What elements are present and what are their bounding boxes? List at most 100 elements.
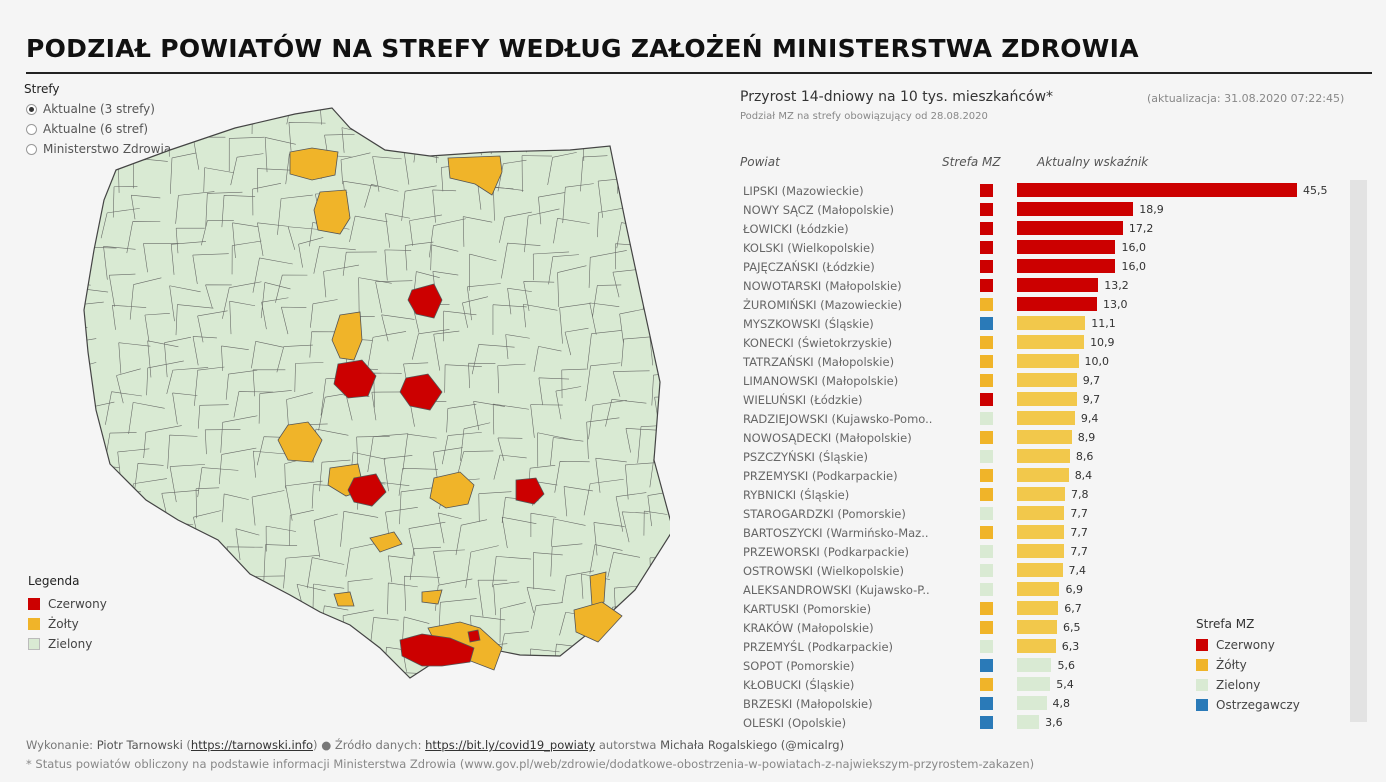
column-header-powiat[interactable]: Powiat — [740, 155, 780, 169]
row-label[interactable]: NOWOSĄDECKI (Małopolskie) — [743, 431, 912, 445]
row-label[interactable]: OLESKI (Opolskie) — [743, 716, 847, 730]
zone-marker[interactable] — [980, 564, 993, 577]
row-label[interactable]: SOPOT (Pomorskie) — [743, 659, 855, 673]
bar[interactable] — [1017, 449, 1070, 463]
bar[interactable] — [1017, 278, 1099, 292]
zone-marker[interactable] — [980, 507, 993, 520]
author-link[interactable]: https://tarnowski.info — [190, 738, 314, 752]
bar[interactable] — [1017, 202, 1134, 216]
bar[interactable] — [1017, 411, 1075, 425]
zone-marker[interactable] — [980, 317, 993, 330]
source-link[interactable]: https://bit.ly/covid19_powiaty — [425, 738, 596, 752]
radio-option-3-zones[interactable]: Aktualne (3 strefy) — [26, 102, 155, 116]
row-label[interactable]: KŁOBUCKI (Śląskie) — [743, 678, 855, 692]
zone-marker[interactable] — [980, 431, 993, 444]
zone-marker[interactable] — [980, 374, 993, 387]
row-label[interactable]: STAROGARDZKI (Pomorskie) — [743, 507, 906, 521]
zone-marker[interactable] — [980, 450, 993, 463]
row-label[interactable]: BRZESKI (Małopolskie) — [743, 697, 873, 711]
bar[interactable] — [1017, 639, 1056, 653]
zone-marker[interactable] — [980, 184, 993, 197]
row-label[interactable]: BARTOSZYCKI (Warmińsko-Maz.. — [743, 526, 929, 540]
row-label[interactable]: ŁOWICKI (Łódzkie) — [743, 222, 849, 236]
zone-marker[interactable] — [980, 298, 993, 311]
bar[interactable] — [1017, 297, 1097, 311]
column-header-wskaznik[interactable]: Aktualny wskaźnik — [1037, 155, 1149, 169]
bar[interactable] — [1017, 696, 1047, 710]
zone-marker[interactable] — [980, 697, 993, 710]
legend-item-yellow[interactable]: Żołty — [28, 614, 107, 634]
row-label[interactable]: PRZEMYSKI (Podkarpackie) — [743, 469, 898, 483]
red-counties[interactable] — [333, 283, 545, 667]
bar[interactable] — [1017, 221, 1123, 235]
zone-marker[interactable] — [980, 659, 993, 672]
zone-marker[interactable] — [980, 203, 993, 216]
row-label[interactable]: KRAKÓW (Małopolskie) — [743, 621, 874, 635]
bar[interactable] — [1017, 373, 1077, 387]
row-label[interactable]: NOWY SĄCZ (Małopolskie) — [743, 203, 894, 217]
row-label[interactable]: RYBNICKI (Śląskie) — [743, 488, 850, 502]
zone-marker[interactable] — [980, 526, 993, 539]
radio-unselected-icon[interactable] — [26, 143, 37, 155]
row-label[interactable]: KOLSKI (Wielkopolskie) — [743, 241, 875, 255]
row-label[interactable]: PSZCZYŃSKI (Śląskie) — [743, 450, 868, 464]
radio-selected-icon[interactable] — [26, 103, 37, 115]
bar[interactable] — [1017, 335, 1085, 349]
row-label[interactable]: RADZIEJOWSKI (Kujawsko-Pomo.. — [743, 412, 933, 426]
row-label[interactable]: PRZEWORSKI (Podkarpackie) — [743, 545, 910, 559]
radio-option-6-zones[interactable]: Aktualne (6 stref) — [26, 122, 148, 136]
bar[interactable] — [1017, 392, 1077, 406]
bar[interactable] — [1017, 620, 1057, 634]
bar[interactable] — [1017, 468, 1069, 482]
row-label[interactable]: MYSZKOWSKI (Śląskie) — [743, 317, 874, 331]
bar[interactable] — [1017, 240, 1116, 254]
legend-item-red[interactable]: Czerwony — [28, 594, 107, 614]
legend-item-green[interactable]: Zielony — [28, 634, 107, 654]
poland-county-map[interactable] — [50, 100, 670, 690]
row-label[interactable]: NOWOTARSKI (Małopolskie) — [743, 279, 902, 293]
zone-marker[interactable] — [980, 279, 993, 292]
radio-unselected-icon[interactable] — [26, 123, 37, 135]
row-label[interactable]: TATRZAŃSKI (Małopolskie) — [743, 355, 895, 369]
row-label[interactable]: KONECKI (Świetokrzyskie) — [743, 336, 893, 350]
yellow-counties[interactable] — [277, 147, 623, 671]
zone-marker[interactable] — [980, 336, 993, 349]
row-label[interactable]: ŻUROMIŃSKI (Mazowieckie) — [743, 298, 903, 312]
row-label[interactable]: KARTUSKI (Pomorskie) — [743, 602, 872, 616]
bar[interactable] — [1017, 525, 1065, 539]
zone-marker[interactable] — [980, 716, 993, 729]
legend-item-red[interactable]: Czerwony — [1196, 635, 1300, 655]
row-label[interactable]: OSTROWSKI (Wielkopolskie) — [743, 564, 904, 578]
zone-marker[interactable] — [980, 355, 993, 368]
row-label[interactable]: ALEKSANDROWSKI (Kujawsko-P.. — [743, 583, 930, 597]
bar[interactable] — [1017, 430, 1072, 444]
bar[interactable] — [1017, 506, 1065, 520]
zone-marker[interactable] — [980, 640, 993, 653]
bar[interactable] — [1017, 563, 1063, 577]
bar[interactable] — [1017, 601, 1059, 615]
zone-marker[interactable] — [980, 545, 993, 558]
bar[interactable] — [1017, 316, 1086, 330]
row-label[interactable]: WIELUŃSKI (Łódzkie) — [743, 393, 863, 407]
zone-marker[interactable] — [980, 602, 993, 615]
bar[interactable] — [1017, 259, 1116, 273]
scrollbar[interactable] — [1350, 180, 1367, 722]
zone-marker[interactable] — [980, 241, 993, 254]
zone-marker[interactable] — [980, 678, 993, 691]
zone-marker[interactable] — [980, 260, 993, 273]
zone-marker[interactable] — [980, 469, 993, 482]
bar[interactable] — [1017, 582, 1060, 596]
bar[interactable] — [1017, 677, 1051, 691]
zone-marker[interactable] — [980, 412, 993, 425]
zone-marker[interactable] — [980, 583, 993, 596]
zone-marker[interactable] — [980, 621, 993, 634]
zone-marker[interactable] — [980, 222, 993, 235]
bar[interactable] — [1017, 658, 1052, 672]
row-label[interactable]: LIMANOWSKI (Małopolskie) — [743, 374, 899, 388]
column-header-strefa[interactable]: Strefa MZ — [942, 155, 1001, 169]
bar[interactable] — [1017, 487, 1065, 501]
radio-option-ministry[interactable]: Ministerstwo Zdrowia — [26, 142, 171, 156]
row-label[interactable]: LIPSKI (Mazowieckie) — [743, 184, 864, 198]
legend-item-blue[interactable]: Ostrzegawczy — [1196, 695, 1300, 715]
bar[interactable] — [1017, 715, 1040, 729]
